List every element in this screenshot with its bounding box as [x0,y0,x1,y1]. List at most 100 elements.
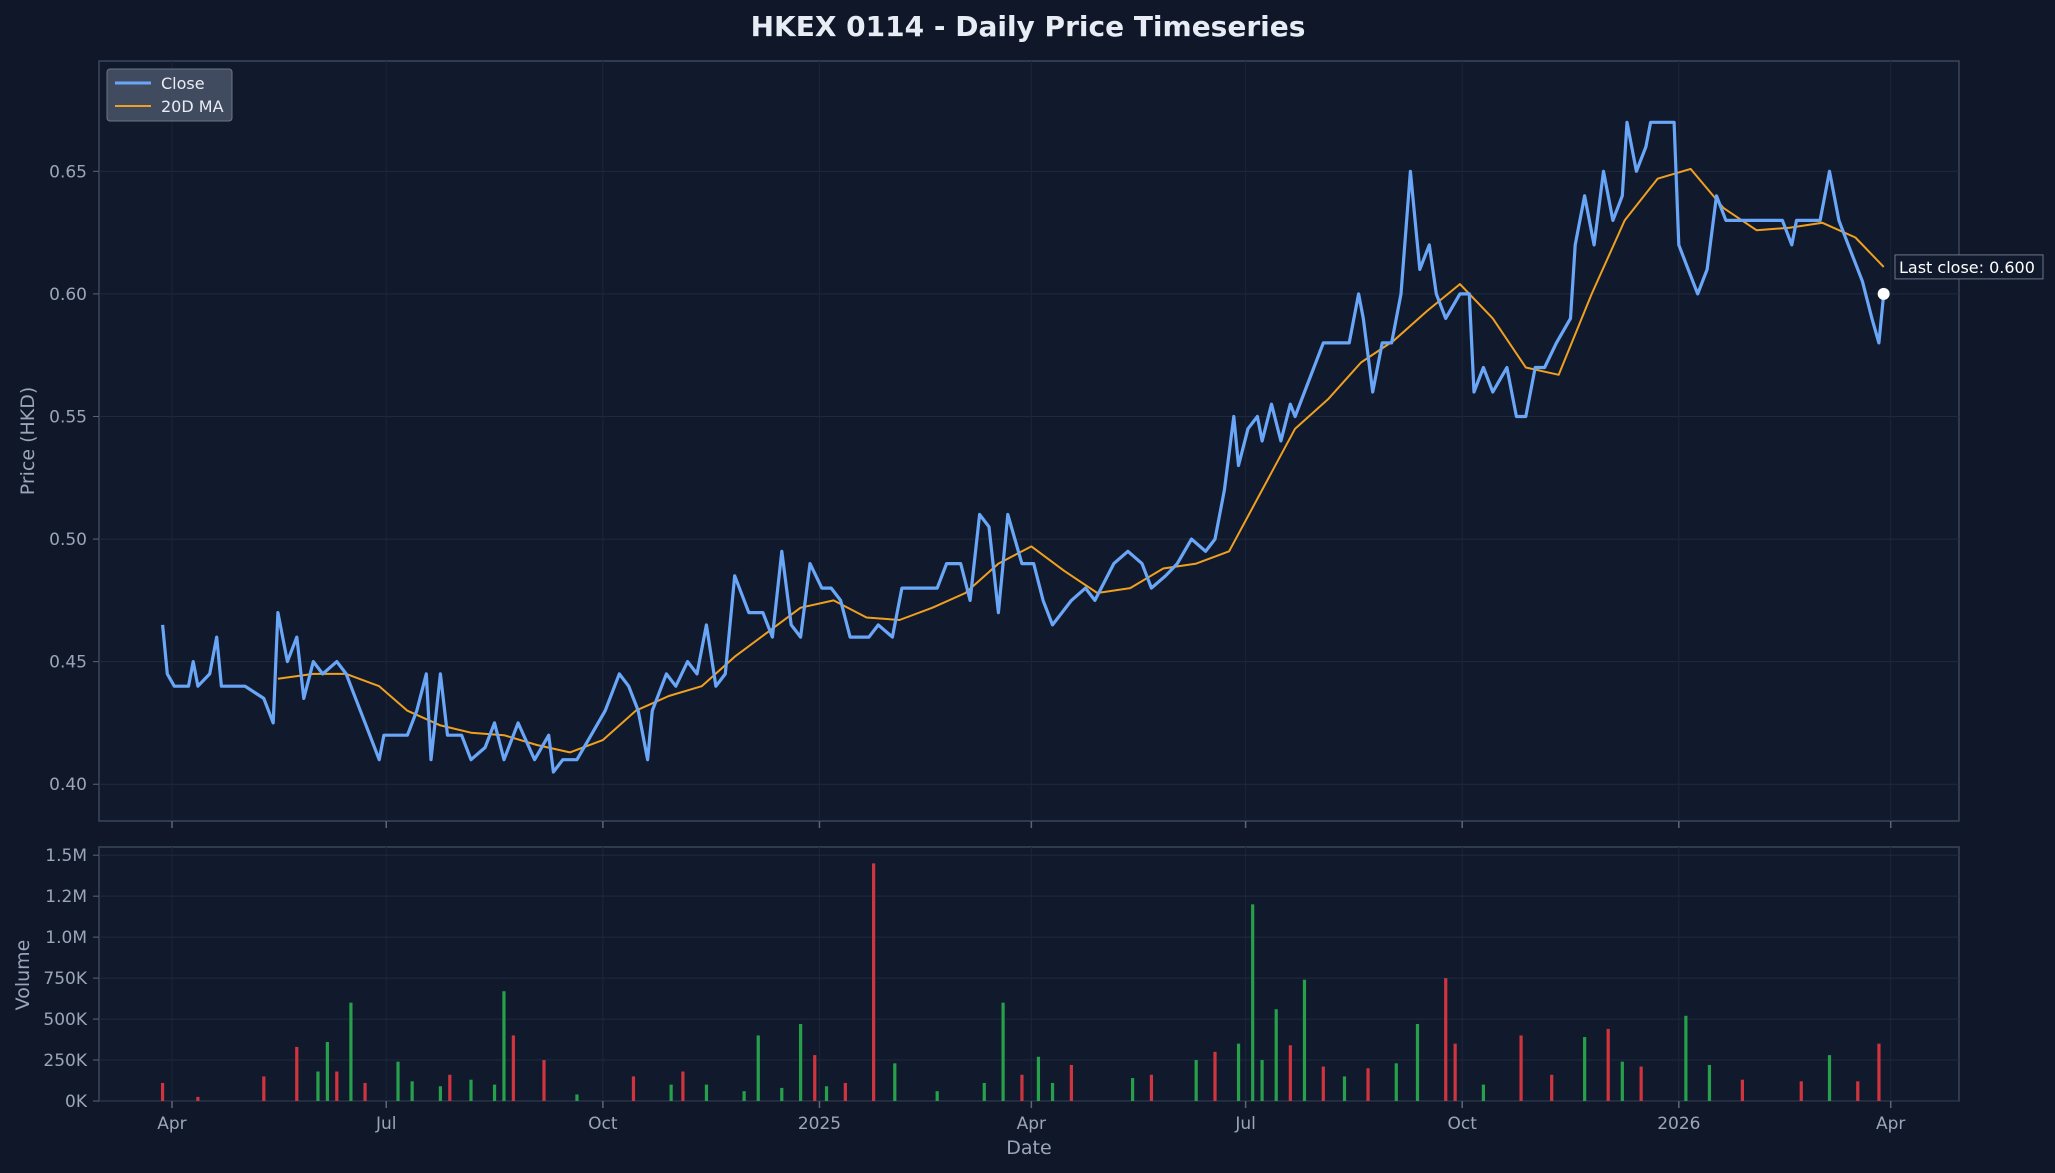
close-point [263,698,264,699]
close-point [998,612,999,613]
close-point [188,686,189,687]
close-point [1363,318,1364,319]
volume-bar [1444,978,1448,1101]
close-point [1525,416,1526,417]
close-point [706,624,707,625]
last-close-annotation: Last close: 0.600 [1877,254,2044,300]
close-point [1516,416,1517,417]
x-tick-label: Jul [1234,1114,1256,1134]
volume-bar [704,1084,709,1101]
close-point [1280,440,1281,441]
close-point [244,686,245,687]
close-point [1127,551,1128,552]
volume-bar [575,1094,579,1101]
close-point [221,686,222,687]
volume-bar [511,1035,515,1101]
price-y-tick-label: 0.65 [49,162,87,182]
volume-bar [1236,1043,1241,1101]
close-point [619,673,620,674]
volume-bar [893,1063,897,1101]
volume-bar [363,1082,367,1101]
close-point [734,575,735,576]
close-point [1151,587,1152,588]
close-point [1113,563,1114,564]
close-point [277,612,278,613]
close-point [946,563,947,564]
volume-bar [1550,1074,1554,1101]
close-point [821,587,822,588]
close-point [1290,404,1291,405]
close-point [960,563,961,564]
volume-bar [1707,1064,1712,1101]
price-y-tick-label: 0.55 [49,407,87,427]
close-point [383,735,384,736]
volume-bars [160,863,1881,1101]
volume-bar [316,1071,320,1101]
volume-bar [1149,1074,1154,1101]
close-point [1848,244,1849,245]
close-point [1358,293,1359,294]
close-point [878,624,879,625]
volume-bar [349,1002,353,1101]
close-point [605,710,606,711]
close-point [809,563,810,564]
close-point [1650,122,1651,123]
volume-bar [1453,1043,1457,1101]
close-point [313,661,314,662]
volume-bar [196,1096,200,1101]
volume-bar [824,1086,829,1101]
volume-bar [502,991,506,1101]
close-point [1459,293,1460,294]
close-point [652,710,653,711]
close-point [1556,342,1557,343]
close-point [1878,342,1879,343]
volume-bar [1877,1043,1881,1101]
close-point [922,587,923,588]
x-axis-label: Date [1006,1137,1051,1159]
close-point [1224,489,1225,490]
close-point [1165,575,1166,576]
volume-bar [1740,1079,1744,1101]
volume-bar [1684,1015,1688,1101]
volume-bar [542,1060,546,1101]
close-point [666,673,667,674]
close-point [167,673,168,674]
close-point [461,735,462,736]
close-point [1593,244,1594,245]
volume-bar [1020,1074,1024,1101]
volume-bar [1519,1035,1523,1101]
x-tick-label: Apr [157,1114,186,1134]
close-point [715,686,716,687]
volume-grid [99,847,1959,1102]
volume-bar [396,1061,400,1101]
close-point [791,624,792,625]
close-point [1570,318,1571,319]
price-grid [99,61,1959,821]
price-y-tick-label: 0.40 [49,775,87,795]
price-y-tick-label: 0.50 [49,530,87,550]
close-point [1429,244,1430,245]
close-point [1829,171,1830,172]
x-tick-label: Apr [1017,1114,1046,1134]
volume-bar [1606,1028,1610,1101]
close-point [1688,269,1689,270]
volume-bar [1481,1084,1486,1101]
close-point [322,673,323,674]
close-point [696,673,697,674]
volume-bar [1415,1023,1420,1101]
close-point [1071,600,1072,601]
volume-bar [756,1035,760,1101]
close-point [379,759,380,760]
close-point [1622,195,1623,196]
x-tick-label: Jul [375,1114,397,1134]
price-y-tick-label: 0.60 [49,285,87,305]
close-point [1697,293,1698,294]
close-point [1021,563,1022,564]
close-point [1400,293,1401,294]
close-point [426,673,427,674]
volume-bar [843,1082,847,1101]
volume-bar [742,1091,746,1101]
close-point [840,600,841,601]
volume-bar [1342,1076,1347,1101]
